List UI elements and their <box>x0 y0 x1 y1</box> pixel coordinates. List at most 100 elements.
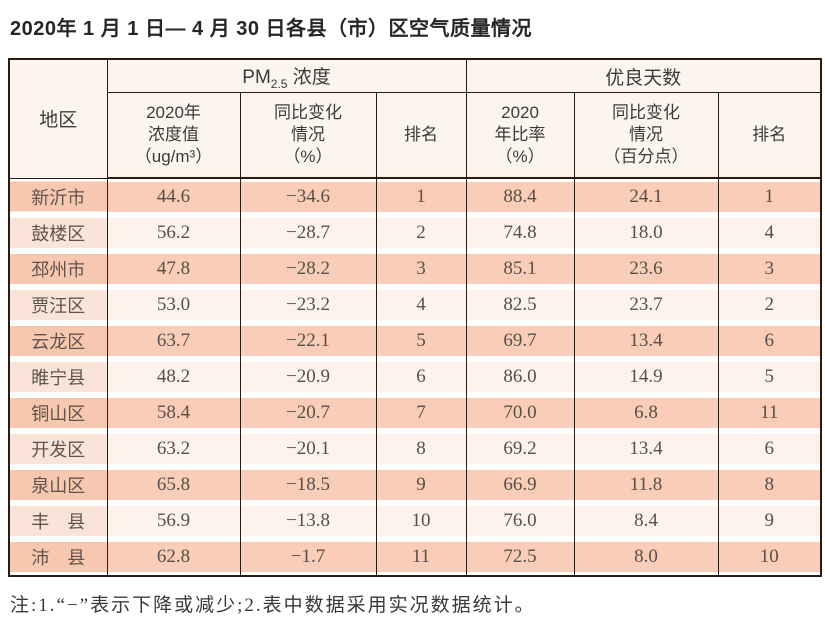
cell-ratio: 74.8 <box>465 215 575 251</box>
cell-region: 沛 县 <box>8 539 108 576</box>
cell-ratio-change: 13.4 <box>573 323 719 359</box>
cell-pm-value: 65.8 <box>106 467 241 503</box>
col-header-ratio-change: 同比变化 情况 （百分点） <box>573 92 719 179</box>
col-header-ratio-rank: 排名 <box>717 92 822 179</box>
cell-ratio-change: 14.9 <box>573 359 719 395</box>
cell-pm-value: 53.0 <box>106 287 241 323</box>
table-row: 邳州市 47.8 −28.2 3 85.1 23.6 3 <box>8 251 822 287</box>
cell-pm-value: 48.2 <box>106 359 241 395</box>
table-row: 鼓楼区 56.2 −28.7 2 74.8 18.0 4 <box>8 215 822 251</box>
cell-ratio: 69.7 <box>465 323 575 359</box>
cell-ratio: 88.4 <box>465 178 575 215</box>
cell-ratio: 66.9 <box>465 467 575 503</box>
table-body: 新沂市 44.6 −34.6 1 88.4 24.1 1 鼓楼区 56.2 −2… <box>8 178 822 576</box>
pm25-label-rest: 浓度 <box>287 66 331 88</box>
cell-ratio-rank: 10 <box>717 539 822 576</box>
table-row: 丰 县 56.9 −13.8 10 76.0 8.4 9 <box>8 503 822 539</box>
cell-pm-change: −13.8 <box>239 503 377 539</box>
cell-region: 开发区 <box>8 431 108 467</box>
cell-region: 新沂市 <box>8 178 108 215</box>
col-header-pm-rank: 排名 <box>375 92 467 179</box>
table-row: 贾汪区 53.0 −23.2 4 82.5 23.7 2 <box>8 287 822 323</box>
cell-pm-change: −28.2 <box>239 251 377 287</box>
cell-region: 丰 县 <box>8 503 108 539</box>
cell-pm-change: −1.7 <box>239 539 377 576</box>
cell-ratio-rank: 2 <box>717 287 822 323</box>
cell-ratio-change: 13.4 <box>573 431 719 467</box>
col-header-ratio: 2020 年比率 （%） <box>465 92 575 179</box>
cell-pm-rank: 6 <box>375 359 467 395</box>
cell-ratio: 70.0 <box>465 395 575 431</box>
table-row: 睢宁县 48.2 −20.9 6 86.0 14.9 5 <box>8 359 822 395</box>
table-row: 开发区 63.2 −20.1 8 69.2 13.4 6 <box>8 431 822 467</box>
header-sub-row: 2020年 浓度值 （ug/m³） 同比变化 情况 （%） 排名 2020 年比… <box>9 92 822 179</box>
cell-pm-value: 56.9 <box>106 503 241 539</box>
table-row: 沛 县 62.8 −1.7 11 72.5 8.0 10 <box>8 539 822 576</box>
cell-pm-change: −20.1 <box>239 431 377 467</box>
cell-ratio-rank: 8 <box>717 467 822 503</box>
cell-region: 云龙区 <box>8 323 108 359</box>
col-header-region: 地区 <box>8 58 108 179</box>
col-group-pm25: PM2.5 浓度 <box>106 58 467 93</box>
cell-pm-rank: 5 <box>375 323 467 359</box>
cell-ratio-change: 8.4 <box>573 503 719 539</box>
cell-pm-rank: 1 <box>375 178 467 215</box>
table-header: 地区 PM2.5 浓度 优良天数 2020年 浓度值 （ug/m³） 同比变化 … <box>8 58 822 179</box>
cell-region: 邳州市 <box>8 251 108 287</box>
cell-region: 铜山区 <box>8 395 108 431</box>
cell-pm-rank: 7 <box>375 395 467 431</box>
cell-ratio-change: 23.6 <box>573 251 719 287</box>
col-header-pm-change: 同比变化 情况 （%） <box>239 92 377 179</box>
cell-ratio-change: 18.0 <box>573 215 719 251</box>
cell-pm-value: 63.2 <box>106 431 241 467</box>
cell-pm-value: 56.2 <box>106 215 241 251</box>
cell-pm-change: −34.6 <box>239 178 377 215</box>
cell-ratio: 86.0 <box>465 359 575 395</box>
table-row: 新沂市 44.6 −34.6 1 88.4 24.1 1 <box>8 178 822 215</box>
cell-ratio-rank: 11 <box>717 395 822 431</box>
table-row: 铜山区 58.4 −20.7 7 70.0 6.8 11 <box>8 395 822 431</box>
cell-pm-change: −20.9 <box>239 359 377 395</box>
cell-pm-change: −22.1 <box>239 323 377 359</box>
cell-ratio-change: 11.8 <box>573 467 719 503</box>
cell-ratio-rank: 5 <box>717 359 822 395</box>
cell-pm-rank: 8 <box>375 431 467 467</box>
cell-ratio-rank: 6 <box>717 431 822 467</box>
cell-pm-rank: 4 <box>375 287 467 323</box>
cell-pm-value: 47.8 <box>106 251 241 287</box>
col-group-good-days: 优良天数 <box>465 58 822 93</box>
cell-pm-rank: 3 <box>375 251 467 287</box>
cell-ratio-rank: 3 <box>717 251 822 287</box>
cell-ratio-rank: 1 <box>717 178 822 215</box>
cell-ratio-change: 6.8 <box>573 395 719 431</box>
cell-pm-rank: 10 <box>375 503 467 539</box>
cell-ratio: 76.0 <box>465 503 575 539</box>
page-title: 2020年 1 月 1 日— 4 月 30 日各县（市）区空气质量情况 <box>10 18 533 40</box>
cell-pm-change: −28.7 <box>239 215 377 251</box>
col-header-pm-value: 2020年 浓度值 （ug/m³） <box>106 92 241 179</box>
cell-pm-value: 63.7 <box>106 323 241 359</box>
cell-pm-change: −18.5 <box>239 467 377 503</box>
cell-ratio-rank: 4 <box>717 215 822 251</box>
pm25-label-subscript: 2.5 <box>270 76 288 91</box>
cell-ratio-change: 24.1 <box>573 178 719 215</box>
cell-ratio: 82.5 <box>465 287 575 323</box>
cell-ratio-change: 23.7 <box>573 287 719 323</box>
header-group-row: 地区 PM2.5 浓度 优良天数 <box>8 58 822 179</box>
cell-region: 贾汪区 <box>8 287 108 323</box>
table-row: 泉山区 65.8 −18.5 9 66.9 11.8 8 <box>8 467 822 503</box>
cell-ratio: 85.1 <box>465 251 575 287</box>
cell-pm-rank: 11 <box>375 539 467 576</box>
cell-pm-rank: 9 <box>375 467 467 503</box>
cell-region: 鼓楼区 <box>8 215 108 251</box>
cell-ratio: 72.5 <box>465 539 575 576</box>
air-quality-table: 地区 PM2.5 浓度 优良天数 2020年 浓度值 （ug/m³） 同比变化 … <box>8 58 823 577</box>
cell-pm-value: 62.8 <box>106 539 241 576</box>
cell-ratio-change: 8.0 <box>573 539 719 576</box>
cell-pm-rank: 2 <box>375 215 467 251</box>
cell-pm-change: −23.2 <box>239 287 377 323</box>
cell-ratio-rank: 9 <box>717 503 822 539</box>
footnote: 注:1.“−”表示下降或减少;2.表中数据采用实况数据统计。 <box>10 595 536 616</box>
cell-region: 泉山区 <box>8 467 108 503</box>
